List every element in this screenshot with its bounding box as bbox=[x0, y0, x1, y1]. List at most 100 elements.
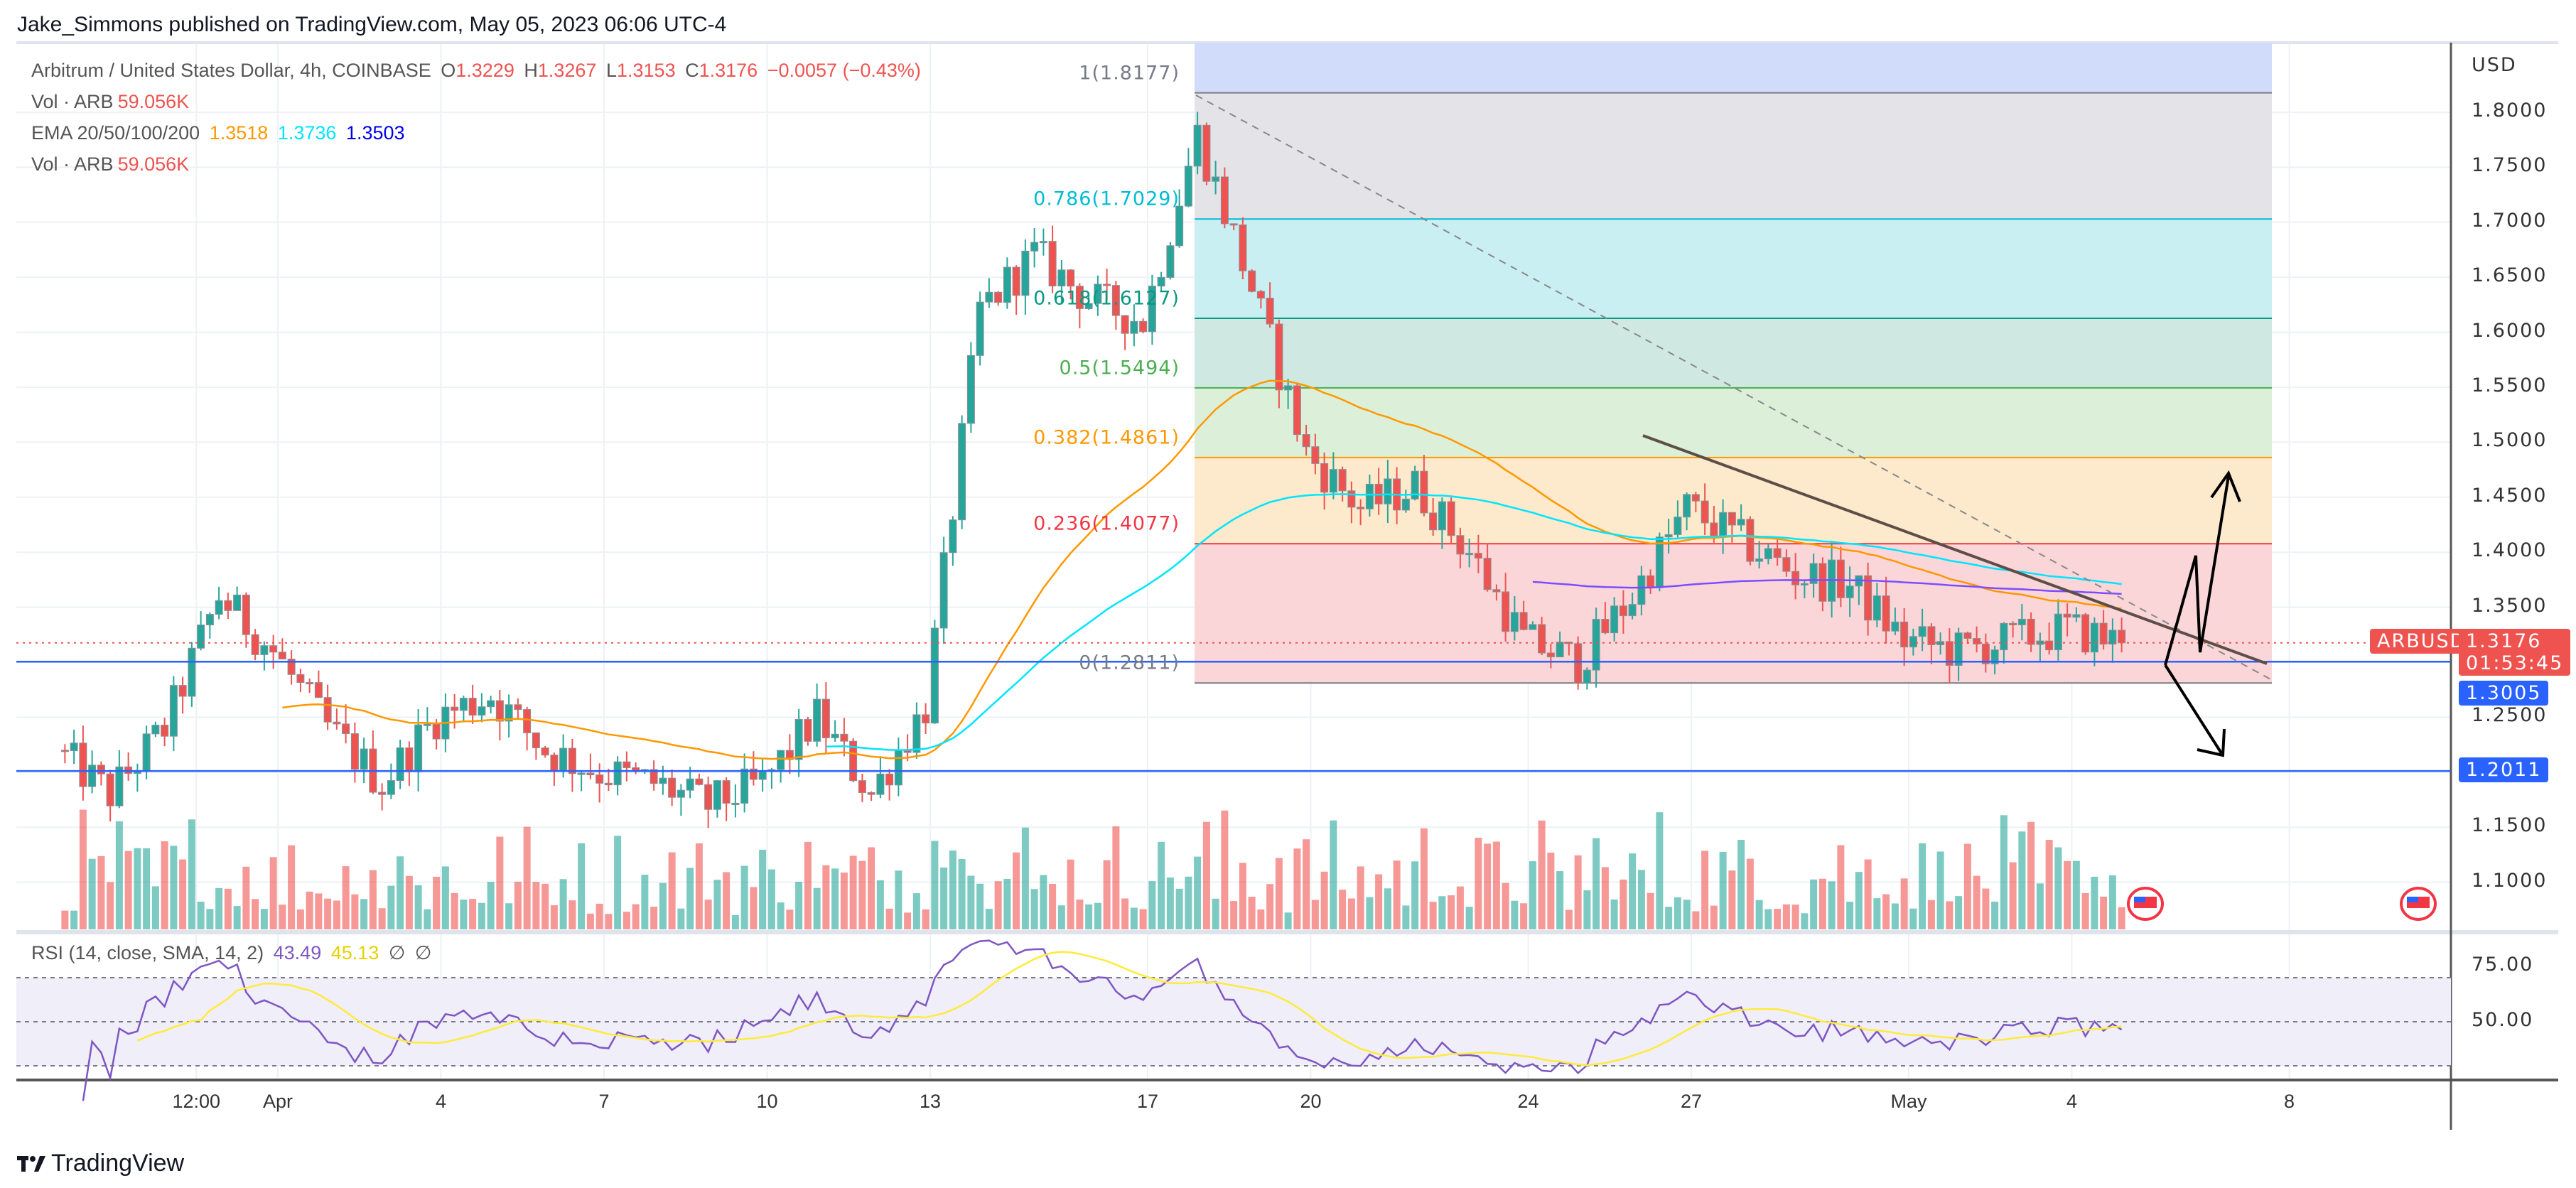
candle-up bbox=[1438, 501, 1446, 531]
candle-up bbox=[1510, 612, 1519, 632]
volume-bar bbox=[1420, 828, 1428, 929]
volume-bar bbox=[1393, 860, 1401, 929]
volume-bar bbox=[1764, 909, 1772, 929]
volume-bar bbox=[1429, 902, 1437, 929]
candle-up bbox=[169, 685, 178, 737]
candle-up bbox=[1610, 605, 1619, 634]
publisher-line: Jake_Simmons published on TradingView.co… bbox=[17, 13, 727, 36]
volume-bar bbox=[831, 868, 839, 929]
ema-line-3 bbox=[1532, 579, 2122, 595]
candle-up bbox=[2054, 613, 2062, 651]
candle-up bbox=[260, 645, 269, 655]
tradingview-logo-icon bbox=[17, 1155, 45, 1172]
volume-bar bbox=[1774, 909, 1782, 929]
volume-bar bbox=[813, 887, 821, 929]
candle-down bbox=[1293, 385, 1301, 436]
volume-bar bbox=[1030, 889, 1038, 929]
candle-down bbox=[242, 594, 250, 635]
volume-bar bbox=[2108, 875, 2116, 929]
candle-down bbox=[867, 792, 875, 795]
volume-bar bbox=[143, 848, 151, 929]
candle-up bbox=[2072, 614, 2081, 618]
volume-bar bbox=[1574, 855, 1582, 929]
volume-bar bbox=[324, 898, 332, 929]
candle-down bbox=[451, 706, 459, 711]
volume-bar bbox=[469, 899, 477, 929]
candle-down bbox=[668, 777, 677, 798]
tradingview-logo[interactable]: TradingView bbox=[17, 1150, 184, 1177]
candle-down bbox=[278, 652, 286, 660]
price-tick: 1.4000 bbox=[2472, 539, 2548, 562]
volume-bar bbox=[1891, 903, 1899, 929]
candle-down bbox=[1619, 605, 1627, 617]
volume-bar bbox=[61, 910, 69, 929]
volume-bar bbox=[532, 882, 540, 929]
volume-bar bbox=[804, 841, 812, 929]
volume-bar bbox=[1049, 884, 1057, 929]
volume-bar bbox=[904, 912, 912, 929]
candle-down bbox=[1139, 320, 1148, 333]
candle-up bbox=[487, 700, 495, 708]
volume-value: 59.056K bbox=[117, 91, 190, 112]
volume-bar bbox=[931, 841, 939, 929]
volume-bar bbox=[1837, 845, 1845, 929]
symbol-legend[interactable]: Arbitrum / United States Dollar, 4h, COI… bbox=[31, 60, 925, 82]
candle-down bbox=[596, 774, 604, 784]
candle-up bbox=[2108, 630, 2117, 645]
volume-bar bbox=[170, 846, 178, 929]
candle-down bbox=[1320, 463, 1329, 493]
volume-bar bbox=[2009, 862, 2017, 929]
volume-bar bbox=[1040, 875, 1047, 929]
candle-up bbox=[912, 714, 921, 753]
volume-bar bbox=[868, 847, 875, 929]
candle-down bbox=[106, 773, 114, 806]
candle-up bbox=[1166, 245, 1175, 278]
fib-label: 0(1.2811) bbox=[1079, 652, 1180, 674]
volume-bar bbox=[1248, 897, 1256, 929]
volume-bar bbox=[451, 892, 458, 929]
volume-bar bbox=[151, 886, 159, 929]
volume-bar bbox=[1583, 890, 1591, 929]
volume-bar bbox=[1873, 898, 1881, 929]
candle-down bbox=[922, 714, 930, 724]
candle-up bbox=[1755, 558, 1764, 562]
price-tick: 1.7000 bbox=[2472, 209, 2548, 232]
volume-bar bbox=[1593, 838, 1600, 929]
volume-bar bbox=[79, 809, 87, 929]
candle-down bbox=[79, 742, 87, 787]
rsi-line bbox=[82, 939, 2123, 1101]
volume-bar bbox=[1057, 905, 1065, 929]
volume-legend[interactable]: Vol · ARB 59.056K bbox=[31, 91, 193, 113]
candle-up bbox=[831, 733, 839, 738]
volume-bar bbox=[441, 866, 449, 929]
volume-bar bbox=[1139, 909, 1147, 929]
volume-legend-2[interactable]: Vol · ARB 59.056K bbox=[31, 153, 193, 176]
candle-down bbox=[1574, 643, 1583, 684]
candle-up bbox=[478, 706, 486, 716]
volume-bar bbox=[849, 855, 857, 929]
candle-up bbox=[1592, 619, 1600, 671]
time-tick: 13 bbox=[919, 1091, 942, 1112]
volume-bar bbox=[188, 819, 195, 929]
price-tick: 1.1000 bbox=[2472, 869, 2548, 892]
candle-up bbox=[1891, 621, 1899, 632]
volume-bar bbox=[912, 893, 920, 929]
candle-down bbox=[378, 792, 387, 795]
volume-bar bbox=[252, 899, 259, 929]
ema-legend[interactable]: EMA 20/50/100/200 1.3518 1.3736 1.3503 bbox=[31, 122, 409, 144]
candle-up bbox=[88, 765, 97, 787]
volume-bar bbox=[1801, 913, 1809, 929]
volume-bar bbox=[206, 909, 214, 929]
rsi-legend[interactable]: RSI (14, close, SMA, 14, 2) 43.49 45.13 … bbox=[31, 942, 436, 964]
candle-down bbox=[251, 634, 259, 655]
candle-down bbox=[178, 685, 187, 697]
volume-bar bbox=[1320, 871, 1328, 929]
candle-down bbox=[1538, 624, 1546, 654]
volume-bar bbox=[2118, 907, 2125, 929]
volume-bar bbox=[1067, 859, 1074, 929]
last-price-tag: 1.3176 01:53:45 bbox=[2459, 629, 2571, 676]
candle-down bbox=[1973, 638, 1981, 644]
volume-bar bbox=[596, 903, 603, 929]
volume-bar bbox=[840, 873, 848, 929]
